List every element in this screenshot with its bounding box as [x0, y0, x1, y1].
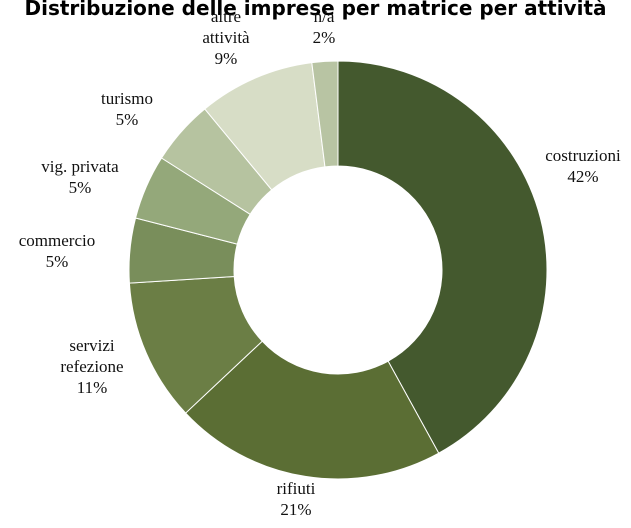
slice-label: n/a 2%	[313, 7, 336, 47]
slice-rifiuti	[184, 340, 440, 480]
slice-label: rifiuti 21%	[277, 479, 316, 519]
slice-label: vig. privata 5%	[41, 157, 119, 197]
slice-label: commercio 5%	[19, 231, 95, 271]
chart-title: Distribuzione delle imprese per matrice …	[24, 0, 607, 20]
slice-label: servizi refezione 11%	[60, 336, 123, 397]
donut-slices	[128, 60, 548, 480]
slice-n-a	[311, 60, 339, 168]
slice-costruzioni	[337, 60, 548, 454]
slice-label: turismo 5%	[101, 89, 153, 129]
slice-label: altre attività 9%	[202, 7, 250, 68]
slice-label: costruzioni 42%	[545, 146, 621, 186]
slice-labels: costruzioni 42% rifiuti 21% servizi refezione…	[19, 7, 621, 519]
